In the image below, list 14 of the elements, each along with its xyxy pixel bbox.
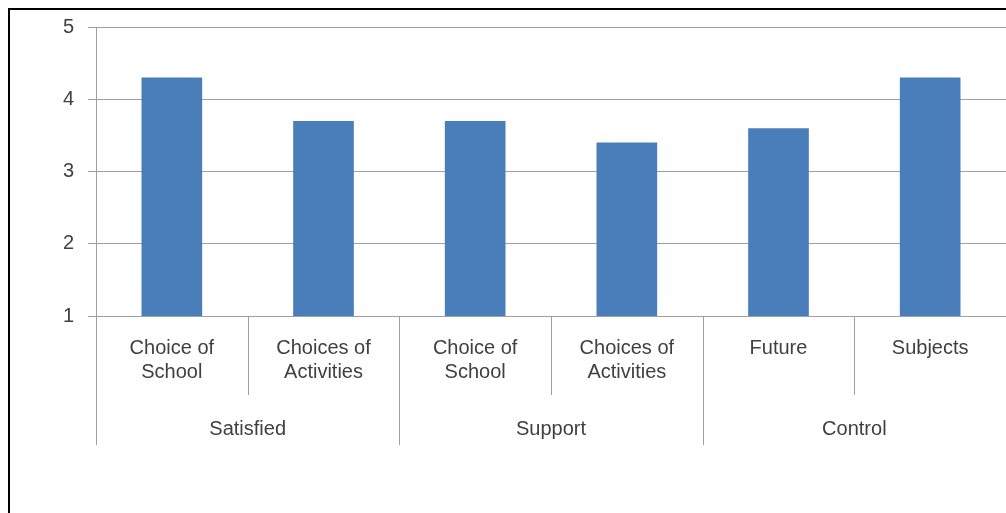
y-tick-label: 3	[62, 159, 74, 182]
x-tick-label: Subjects	[891, 335, 969, 358]
x-tick-label: Choices of Activities	[276, 335, 372, 382]
x-tick-label: Choice of School	[432, 335, 518, 382]
x-tick-label: Choice of School	[129, 335, 215, 382]
text: Support	[515, 416, 587, 439]
text: Satisfied	[209, 416, 287, 439]
y-tick-label: 1	[62, 303, 74, 326]
text: Control	[822, 416, 887, 439]
y-tick-label: 2	[62, 231, 74, 254]
x-tick-label: Choices of Activities	[579, 335, 675, 382]
x-tick-label: Future	[749, 335, 808, 358]
y-tick-label: 5	[62, 14, 74, 37]
y-tick-label: 4	[62, 86, 74, 109]
